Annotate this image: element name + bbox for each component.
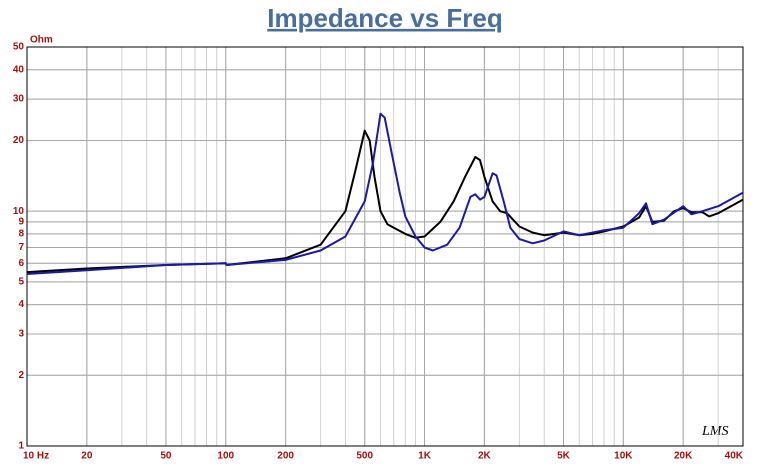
x-tick-label: 2K xyxy=(478,451,492,462)
chart-title: Impedance vs Freq xyxy=(267,3,503,33)
y-tick-label: 10 xyxy=(13,206,25,217)
y-tick-label: 50 xyxy=(13,42,25,53)
impedance-line xyxy=(26,129,744,274)
x-tick-label: 20 xyxy=(81,451,93,462)
x-tick-label: 100 xyxy=(217,451,234,462)
x-tick-label: 10K xyxy=(614,451,633,462)
y-tick-label: 9 xyxy=(18,217,24,228)
x-tick-label: 1K xyxy=(418,451,432,462)
impedance-line xyxy=(26,112,744,275)
y-tick-label: 4 xyxy=(18,299,24,310)
y-tick-label: 8 xyxy=(18,229,24,240)
annotation: LMS xyxy=(701,424,728,439)
x-tick-label: 5K xyxy=(557,451,571,462)
x-tick-label: 200 xyxy=(277,451,294,462)
y-tick-label: 3 xyxy=(18,329,24,340)
y-axis-label: Ohm xyxy=(30,35,53,46)
y-tick-label: 6 xyxy=(18,258,24,269)
x-tick-label: 20K xyxy=(674,451,693,462)
y-tick-label: 40 xyxy=(13,64,25,75)
y-tick-label: 20 xyxy=(13,135,25,146)
y-tick-label: 7 xyxy=(18,242,24,253)
y-tick-label: 30 xyxy=(13,94,25,105)
x-tick-label: 10 Hz xyxy=(23,451,49,462)
y-tick-label: 5 xyxy=(18,276,24,287)
x-tick-label: 500 xyxy=(356,451,373,462)
y-tick-label: 2 xyxy=(18,370,24,381)
x-tick-label: 40K xyxy=(725,451,744,462)
y-tick-label: 1 xyxy=(18,441,24,452)
plot-frame xyxy=(26,46,744,447)
x-tick-label: 50 xyxy=(160,451,172,462)
